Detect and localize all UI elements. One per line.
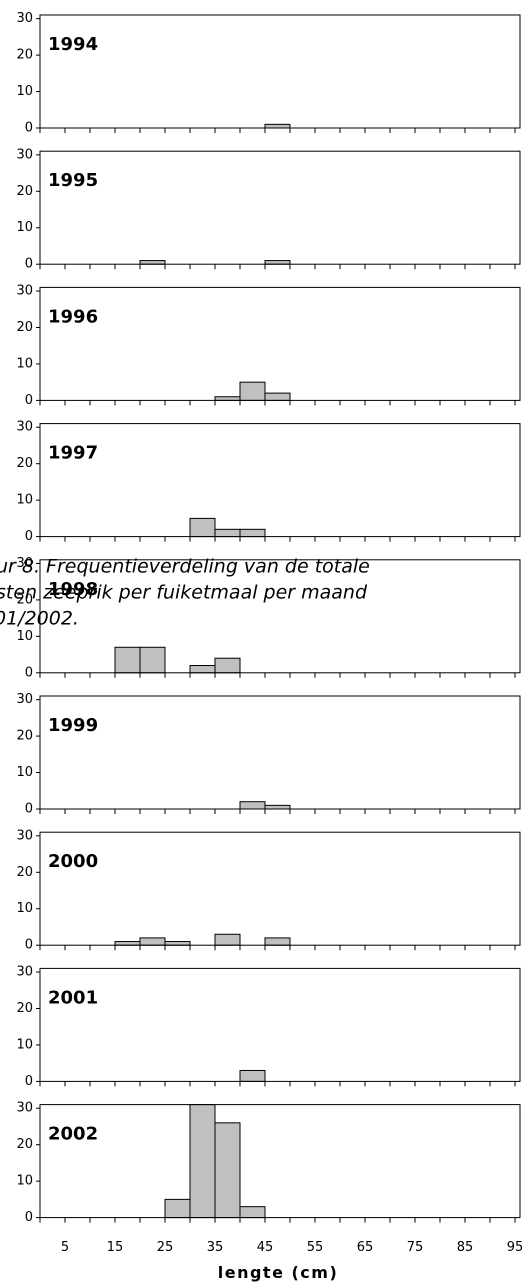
- x-tick-label: 35: [207, 1240, 224, 1255]
- bar: [114, 646, 141, 674]
- y-tick-label: 30: [16, 692, 33, 707]
- y-tick-label: 20: [16, 320, 33, 335]
- panel-title: 2000: [48, 851, 98, 872]
- bar: [264, 937, 291, 946]
- y-tick-label: 30: [16, 420, 33, 435]
- panel-title: 1999: [48, 715, 98, 736]
- panel-title: 1997: [48, 443, 98, 464]
- y-tick-label: 20: [16, 729, 33, 744]
- y-tick-label: 0: [25, 121, 33, 136]
- y-tick-label: 10: [16, 629, 33, 644]
- x-tick-label: 55: [307, 1240, 324, 1255]
- plot-frame: [39, 286, 521, 401]
- bar: [139, 260, 166, 265]
- plot-frame: [39, 967, 521, 1082]
- y-tick-label: 20: [16, 48, 33, 63]
- y-tick-label: 30: [16, 11, 33, 26]
- bar: [189, 1104, 216, 1219]
- plot-frame: [39, 14, 521, 129]
- plot-frame: [39, 695, 521, 810]
- panel-title: 1995: [48, 170, 98, 191]
- plot-frame: [39, 423, 521, 538]
- y-tick-label: 10: [16, 765, 33, 780]
- bar: [214, 396, 241, 401]
- bar: [214, 1122, 241, 1219]
- x-tick-label: 95: [507, 1240, 523, 1255]
- y-tick-label: 20: [16, 456, 33, 471]
- bar: [214, 933, 241, 946]
- y-tick-label: 10: [16, 84, 33, 99]
- y-tick-label: 0: [25, 1210, 33, 1225]
- panel-title: 2002: [48, 1124, 98, 1145]
- y-tick-label: 10: [16, 356, 33, 371]
- caption-line: sten zeeprik per fuiketmaal per maand: [0, 582, 368, 604]
- x-tick-label: 65: [357, 1240, 374, 1255]
- y-tick-label: 30: [16, 556, 33, 571]
- plot-frame: [39, 831, 521, 946]
- x-axis-label: lengte (cm): [218, 1263, 339, 1282]
- bar: [264, 804, 291, 810]
- panel-title: 1996: [48, 306, 98, 327]
- bar: [239, 1206, 266, 1219]
- bar: [114, 941, 141, 946]
- y-tick-label: 20: [16, 1137, 33, 1152]
- y-tick-label: 0: [25, 938, 33, 953]
- plot-frame: [39, 1104, 521, 1219]
- y-tick-label: 20: [16, 184, 33, 199]
- x-tick-label: 45: [257, 1240, 274, 1255]
- bar: [239, 381, 266, 401]
- panel-title: 2001: [48, 987, 98, 1008]
- bar: [214, 528, 241, 538]
- y-tick-label: 20: [16, 1001, 33, 1016]
- y-tick-label: 10: [16, 493, 33, 508]
- y-tick-label: 10: [16, 220, 33, 235]
- x-tick-label: 15: [107, 1240, 124, 1255]
- y-tick-label: 0: [25, 802, 33, 817]
- y-tick-label: 10: [16, 1037, 33, 1052]
- bar: [189, 517, 216, 538]
- bar: [264, 123, 291, 129]
- plot-frame: [39, 559, 521, 674]
- y-tick-label: 20: [16, 865, 33, 880]
- y-tick-label: 20: [16, 592, 33, 607]
- y-tick-label: 30: [16, 828, 33, 843]
- y-tick-label: 10: [16, 901, 33, 916]
- bar: [264, 260, 291, 265]
- y-tick-label: 0: [25, 393, 33, 408]
- caption-line: 01/2002.: [0, 608, 79, 630]
- bar: [164, 1198, 191, 1219]
- x-tick-label: 75: [407, 1240, 424, 1255]
- y-tick-label: 0: [25, 1074, 33, 1089]
- bar: [239, 528, 266, 538]
- bar: [239, 1069, 266, 1082]
- y-tick-label: 30: [16, 1101, 33, 1116]
- bar: [214, 657, 241, 674]
- y-tick-label: 30: [16, 965, 33, 980]
- y-tick-label: 30: [16, 284, 33, 299]
- panel-title: 1998: [48, 579, 98, 600]
- bar: [139, 937, 166, 946]
- bar: [139, 646, 166, 674]
- y-tick-label: 0: [25, 665, 33, 680]
- bar: [239, 801, 266, 810]
- y-tick-label: 30: [16, 147, 33, 162]
- bar: [164, 941, 191, 946]
- panel-title: 1994: [48, 34, 98, 55]
- caption-line: ur 8. Frequentieverdeling van de totale: [0, 556, 370, 578]
- x-tick-label: 25: [157, 1240, 174, 1255]
- plot-frame: [39, 150, 521, 265]
- bar: [189, 665, 216, 674]
- y-tick-label: 0: [25, 529, 33, 544]
- x-tick-label: 85: [457, 1240, 474, 1255]
- y-tick-label: 10: [16, 1174, 33, 1189]
- bar: [264, 392, 291, 401]
- y-tick-label: 0: [25, 257, 33, 272]
- x-tick-label: 5: [61, 1240, 69, 1255]
